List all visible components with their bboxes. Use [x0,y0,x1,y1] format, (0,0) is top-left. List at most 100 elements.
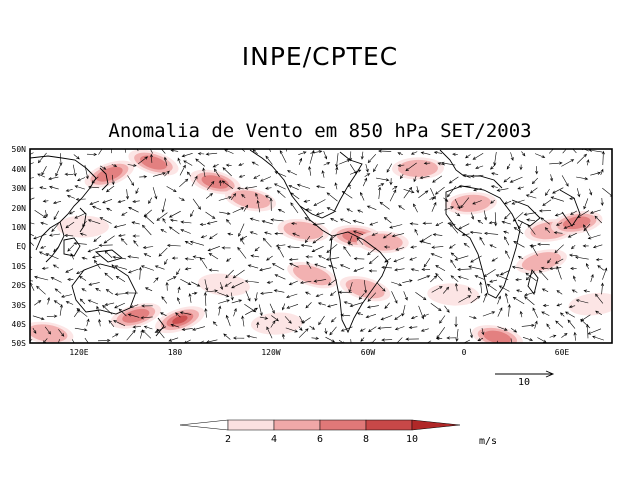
wind-vector-60 [238,162,244,166]
wind-vector-387 [489,244,497,249]
wind-vector-420 [343,246,351,257]
wind-vector-103 [222,167,232,177]
wind-vector-269 [87,219,101,224]
wind-vector-677 [256,321,260,328]
wind-vector-294 [422,221,432,225]
wind-vector-564 [498,285,510,292]
wind-vector-49 [100,165,107,170]
wind-vector-181 [89,200,100,205]
anomaly-contour-2-level-3 [201,175,229,189]
wind-vector-414 [266,255,273,261]
wind-vector-582 [161,296,168,304]
wind-vector-711 [126,329,136,341]
wind-vector-231 [168,210,181,218]
wind-vector-239 [277,208,285,213]
wind-vector-105 [253,174,261,179]
wind-vector-555 [391,291,398,304]
lon-label-60w: 60W [361,348,376,357]
wind-vector-226 [106,207,112,211]
wind-vector-680 [298,326,303,332]
wind-vector-65 [309,149,315,164]
wind-vector-23 [335,153,339,168]
wind-vector-734 [426,340,432,343]
coast-india [559,189,581,227]
wind-vector-209 [460,197,470,209]
wind-vector-707 [71,339,75,343]
wind-vector-493 [153,277,159,283]
wind-vector-478 [525,270,535,281]
wind-vector-610 [524,296,535,306]
wind-vector-129 [576,176,589,181]
wind-vector-487 [67,277,74,282]
wind-vector-357 [87,247,100,253]
wind-vector-603 [444,305,450,313]
wind-vector-648 [454,316,458,328]
wind-vector-688 [394,326,405,331]
wind-vector-662 [58,329,65,337]
wind-vector-328 [292,232,300,237]
wind-vector-719 [223,333,231,340]
wind-vector-397 [38,251,48,257]
coast-europe [439,149,503,189]
wind-vector-468 [394,268,405,272]
lat-label-50s: 50S [12,339,27,348]
wind-vector-314 [103,235,115,244]
coast-arabia [511,199,541,227]
wind-vector-202 [378,186,382,200]
wind-vector-250 [431,201,437,212]
wind-vector-327 [274,232,284,236]
wind-vector-722 [266,326,273,339]
wind-vector-693 [469,328,473,339]
wind-vector-655 [541,311,550,316]
wind-vector-355 [67,244,75,252]
wind-vector-182 [102,199,113,204]
coast-indochina [45,221,65,263]
wind-vector-350 [583,224,590,237]
wind-vector-27 [378,149,392,153]
wind-vector-386 [479,236,485,246]
wind-vector-165 [458,184,471,188]
wind-vector-169 [517,186,524,190]
wind-vector-714 [156,328,165,339]
wind-vector-738 [477,337,484,342]
wind-vector-76 [440,161,456,166]
wind-vector-276 [180,220,192,224]
wind-vector-671 [170,323,180,328]
wind-vector-448 [127,268,139,274]
lat-label-30n: 30N [12,184,27,193]
wind-vector-302 [526,218,536,222]
anomaly-contour-11-level-2 [521,252,562,271]
wind-vector-668 [132,325,142,329]
wind-vector-286 [312,222,325,226]
wind-vector-398 [45,253,59,260]
wind-vector-271 [113,224,126,229]
wind-vector-180 [75,197,86,201]
wind-vector-590 [269,303,275,314]
coast-japan [99,167,109,191]
wind-vector-517 [457,275,469,280]
wind-vector-709 [97,338,111,343]
lat-label-30s: 30S [12,301,27,310]
wind-vector-345 [513,226,524,235]
wind-vector-579 [114,302,126,309]
wind-vector-621 [96,305,101,315]
coast-borneo [63,237,81,257]
wind-vector-533 [95,288,101,292]
wind-vector-527 [602,267,608,280]
wind-vector-497 [204,279,209,292]
wind-vector-442 [52,264,59,269]
wind-vector-73 [405,162,417,172]
anomaly-contour-1-level-3 [139,155,167,170]
wind-vector-470 [421,267,431,271]
wind-vector-257 [512,212,524,222]
wind-vector-20 [298,151,307,155]
wind-vector-720 [233,336,245,340]
wind-vector-98 [164,170,170,177]
wind-vector-59 [225,163,232,167]
wind-vector-148 [236,186,244,191]
wind-vector-118 [419,176,430,180]
wind-vector-548 [286,293,298,299]
wind-vector-504 [288,280,298,286]
wind-vector-260 [554,212,564,217]
lat-label-40s: 40S [12,320,27,329]
